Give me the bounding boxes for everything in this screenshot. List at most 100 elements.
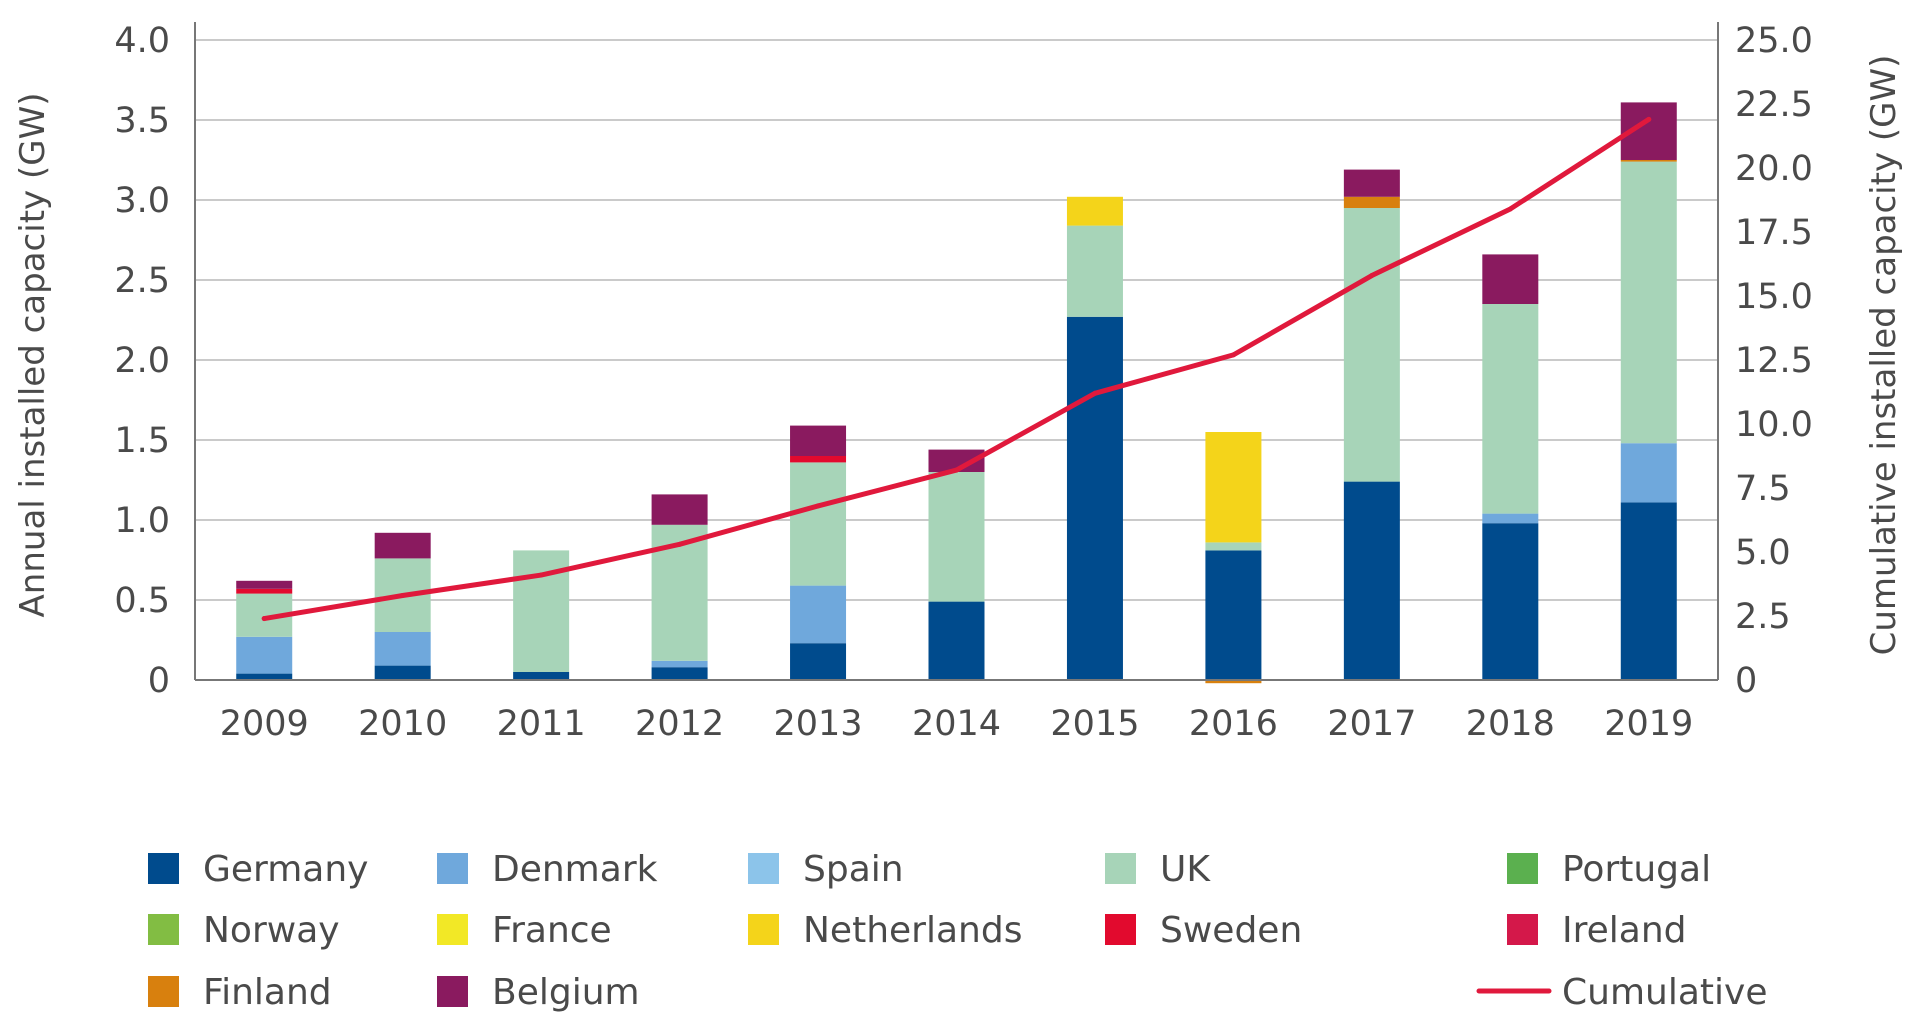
bar-segment-denmark <box>651 660 708 668</box>
bar-segment-uk <box>1066 225 1123 317</box>
left-axis-title: Annual installed capacity (GW) <box>13 93 53 618</box>
cumulative-point <box>677 541 683 547</box>
legend-swatch-denmark <box>437 853 468 884</box>
bar-segment-germany <box>236 673 293 680</box>
left-tick-label: 1.0 <box>114 501 170 541</box>
cumulative-point <box>400 593 406 599</box>
legend: Germany Denmark Spain UK Portugal Norway Franc… <box>148 849 1767 1013</box>
left-tick-label: 1.5 <box>114 421 170 461</box>
left-tick-label: 4.0 <box>114 21 170 61</box>
cumulative-point <box>1369 273 1375 279</box>
bar-segment-denmark <box>790 585 847 644</box>
legend-swatch-finland <box>148 976 179 1007</box>
left-tick-label: 0.5 <box>114 581 170 621</box>
legend-label: Germany <box>203 849 368 890</box>
legend-label: Ireland <box>1562 910 1687 951</box>
right-axis-title: Cumulative installed capacity (GW) <box>1864 55 1904 656</box>
bar-segment-finland <box>1343 196 1400 208</box>
x-tick-label: 2016 <box>1189 704 1278 744</box>
legend-swatch-belgium <box>437 976 468 1007</box>
legend-label: Belgium <box>492 972 640 1013</box>
right-tick-label: 15.0 <box>1735 277 1813 317</box>
bar-segment-germany <box>1343 481 1400 680</box>
bar-segment-germany <box>1205 550 1262 680</box>
right-tick-label: 0 <box>1735 661 1757 701</box>
bar-segment-denmark <box>1482 513 1539 524</box>
bar-segment-uk <box>790 462 847 586</box>
bar-segment-denmark <box>236 636 293 674</box>
bar-segment-denmark <box>374 632 431 666</box>
legend-swatch-netherlands <box>748 914 779 945</box>
left-tick-label: 2.0 <box>114 341 170 381</box>
right-tick-label: 25.0 <box>1735 21 1813 61</box>
bar-stacks <box>236 102 1677 684</box>
cumulative-point <box>538 572 544 578</box>
x-tick-label: 2013 <box>774 704 863 744</box>
bar-segment-germany <box>374 665 431 680</box>
right-tick-label: 12.5 <box>1735 341 1813 381</box>
right-tick-label: 20.0 <box>1735 149 1813 189</box>
right-tick-label: 17.5 <box>1735 213 1813 253</box>
cumulative-point <box>1646 116 1652 122</box>
bar-segment-uk <box>1205 542 1262 551</box>
tick-labels: 0 0.5 1.0 1.5 2.0 2.5 3.0 3.5 4.0 0 2.5 5.0 7.5 10.0 1… <box>114 21 1813 744</box>
bar-segment-germany <box>928 601 985 680</box>
cumulative-point <box>815 503 821 509</box>
right-tick-label: 2.5 <box>1735 597 1791 637</box>
legend-label: Netherlands <box>803 910 1022 951</box>
left-tick-label: 0 <box>148 661 170 701</box>
bar-segment-belgium <box>236 580 293 589</box>
legend-label: UK <box>1160 849 1211 890</box>
cumulative-point <box>1092 390 1098 396</box>
cumulative-point <box>954 467 959 473</box>
bar-segment-netherlands <box>1066 196 1123 226</box>
bar-segment-germany <box>651 667 708 680</box>
legend-swatch-norway <box>148 914 179 945</box>
legend-swatch-sweden <box>1105 914 1136 945</box>
legend-label: France <box>492 910 612 951</box>
left-tick-label: 3.0 <box>114 181 170 221</box>
x-tick-label: 2010 <box>358 704 447 744</box>
bar-segment-uk <box>1343 208 1400 482</box>
bar-segment-sweden <box>790 456 847 463</box>
cumulative-line-layer <box>261 116 1652 622</box>
legend-swatch-uk <box>1105 853 1136 884</box>
legend-swatch-germany <box>148 853 179 884</box>
bar-segment-uk <box>928 472 985 602</box>
bar-segment-sweden <box>236 588 293 594</box>
legend-label: Norway <box>203 910 340 951</box>
bar-segment-belgium <box>790 425 847 456</box>
cumulative-point <box>261 616 267 622</box>
grid-lines <box>195 39 1718 601</box>
cumulative-point <box>1507 206 1513 212</box>
bar-segment-belgium <box>374 532 431 559</box>
bar-segment-belgium <box>1343 169 1400 197</box>
x-tick-label: 2011 <box>497 704 586 744</box>
right-tick-label: 22.5 <box>1735 85 1813 125</box>
x-tick-label: 2017 <box>1327 704 1416 744</box>
x-tick-label: 2014 <box>912 704 1001 744</box>
legend-swatch-ireland <box>1507 914 1538 945</box>
x-tick-label: 2015 <box>1050 704 1139 744</box>
bar-segment-belgium <box>928 449 985 472</box>
bar-segment-belgium <box>651 494 708 525</box>
cumulative-point <box>1230 352 1236 358</box>
axes <box>194 22 1719 681</box>
legend-swatch-france <box>437 914 468 945</box>
bar-segment-denmark <box>1620 443 1677 503</box>
legend-label: Portugal <box>1562 849 1711 890</box>
x-tick-label: 2009 <box>220 704 309 744</box>
right-tick-label: 10.0 <box>1735 405 1813 445</box>
legend-label: Sweden <box>1160 910 1302 951</box>
bar-segment-uk <box>1620 161 1677 444</box>
bar-segment-finland <box>1620 160 1677 162</box>
bar-segment-germany <box>1620 502 1677 680</box>
legend-label: Spain <box>803 849 904 890</box>
right-tick-label: 7.5 <box>1735 469 1791 509</box>
bar-segment-germany <box>790 643 847 680</box>
legend-label: Finland <box>203 972 332 1013</box>
legend-label: Cumulative <box>1562 972 1767 1013</box>
legend-swatch-portugal <box>1507 853 1538 884</box>
x-tick-label: 2019 <box>1604 704 1693 744</box>
